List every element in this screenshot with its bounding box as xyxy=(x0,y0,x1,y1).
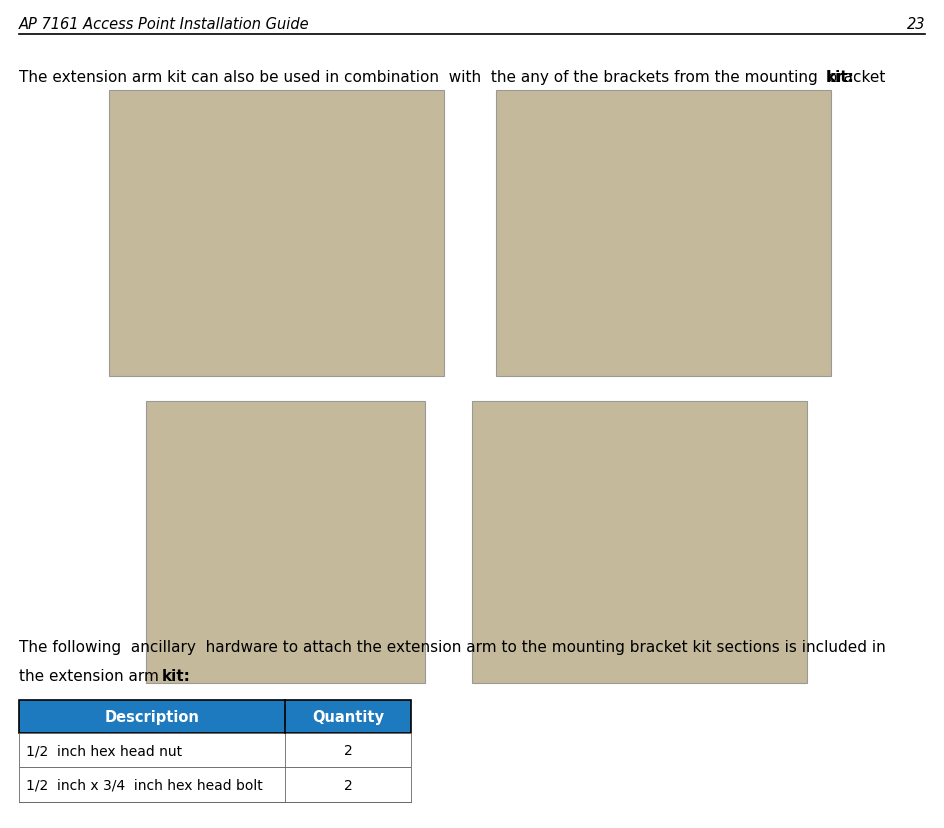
Text: kit:: kit: xyxy=(161,668,191,683)
Bar xyxy=(472,402,807,683)
Text: kit:: kit: xyxy=(826,70,855,85)
Text: 1/2  inch x 3/4  inch hex head bolt: 1/2 inch x 3/4 inch hex head bolt xyxy=(26,778,263,792)
Text: AP 7161 Access Point Installation Guide: AP 7161 Access Point Installation Guide xyxy=(19,17,310,31)
Text: the extension arm: the extension arm xyxy=(19,668,163,683)
Bar xyxy=(146,402,425,683)
Text: The extension arm kit can also be used in combination  with  the any of the brac: The extension arm kit can also be used i… xyxy=(19,70,890,85)
Text: 23: 23 xyxy=(906,17,925,31)
Text: Description: Description xyxy=(105,709,199,724)
Text: 2: 2 xyxy=(344,744,352,757)
Text: 2: 2 xyxy=(344,778,352,792)
Text: The following  ancillary  hardware to attach the extension arm to the mounting b: The following ancillary hardware to atta… xyxy=(19,639,885,654)
Bar xyxy=(19,768,411,802)
Bar xyxy=(19,733,411,768)
Bar xyxy=(496,91,831,377)
Text: 1/2  inch hex head nut: 1/2 inch hex head nut xyxy=(26,744,182,757)
Bar xyxy=(19,700,411,733)
Text: Quantity: Quantity xyxy=(312,709,384,724)
Bar xyxy=(109,91,444,377)
